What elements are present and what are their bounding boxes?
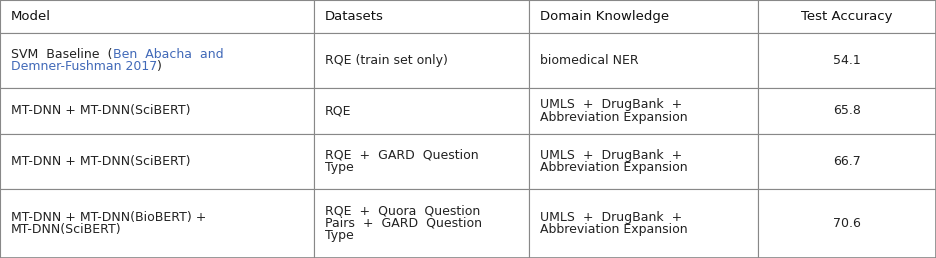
Text: SVM  Baseline  (: SVM Baseline ( [11, 48, 112, 61]
Bar [0, 134, 314, 189]
Text: 66.7: 66.7 [833, 155, 861, 168]
Text: RQE (train set only): RQE (train set only) [325, 54, 447, 67]
Text: 70.6: 70.6 [833, 217, 861, 230]
Bar [529, 189, 758, 258]
Bar [0, 33, 314, 88]
Text: MT-DNN + MT-DNN(SciBERT): MT-DNN + MT-DNN(SciBERT) [11, 104, 191, 117]
Bar [529, 33, 758, 88]
Text: RQE  +  GARD  Question: RQE + GARD Question [325, 149, 478, 162]
Text: Model: Model [11, 10, 51, 23]
Text: Type: Type [325, 229, 354, 242]
Text: MT-DNN(SciBERT): MT-DNN(SciBERT) [11, 223, 122, 236]
Text: Abbreviation Expansion: Abbreviation Expansion [540, 223, 688, 236]
Text: Datasets: Datasets [325, 10, 384, 23]
Text: ): ) [157, 60, 162, 73]
Text: Abbreviation Expansion: Abbreviation Expansion [540, 161, 688, 174]
Text: Abbreviation Expansion: Abbreviation Expansion [540, 110, 688, 124]
Text: Domain Knowledge: Domain Knowledge [540, 10, 669, 23]
Bar [314, 33, 529, 88]
Bar [314, 189, 529, 258]
Text: Type: Type [325, 161, 354, 174]
Bar [314, 134, 529, 189]
Bar [314, 0, 529, 33]
Bar [0, 0, 314, 33]
Text: RQE: RQE [325, 104, 351, 117]
Bar [529, 88, 758, 134]
Text: MT-DNN + MT-DNN(SciBERT): MT-DNN + MT-DNN(SciBERT) [11, 155, 191, 168]
Text: Ben  Abacha  and: Ben Abacha and [112, 48, 223, 61]
Text: Pairs  +  GARD  Question: Pairs + GARD Question [325, 217, 482, 230]
Text: UMLS  +  DrugBank  +: UMLS + DrugBank + [540, 211, 682, 224]
Bar [529, 0, 758, 33]
Bar [758, 189, 936, 258]
Text: MT-DNN + MT-DNN(BioBERT) +: MT-DNN + MT-DNN(BioBERT) + [11, 211, 207, 224]
Text: Test Accuracy: Test Accuracy [801, 10, 893, 23]
Bar [0, 189, 314, 258]
Bar [0, 88, 314, 134]
Bar [758, 88, 936, 134]
Bar [529, 134, 758, 189]
Bar [758, 0, 936, 33]
Bar [758, 134, 936, 189]
Text: UMLS  +  DrugBank  +: UMLS + DrugBank + [540, 98, 682, 111]
Text: 54.1: 54.1 [833, 54, 861, 67]
Bar [314, 88, 529, 134]
Text: RQE  +  Quora  Question: RQE + Quora Question [325, 205, 480, 218]
Text: 65.8: 65.8 [833, 104, 861, 117]
Bar [758, 33, 936, 88]
Text: biomedical NER: biomedical NER [540, 54, 638, 67]
Text: Demner-Fushman 2017: Demner-Fushman 2017 [11, 60, 157, 73]
Text: UMLS  +  DrugBank  +: UMLS + DrugBank + [540, 149, 682, 162]
